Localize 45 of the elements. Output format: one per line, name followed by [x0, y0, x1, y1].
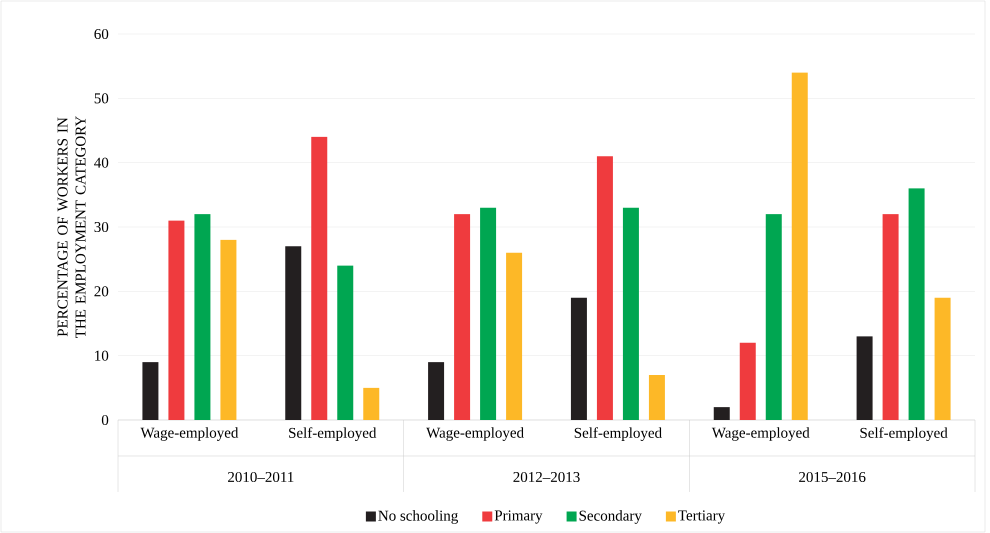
bar [337, 266, 354, 420]
bar [285, 246, 302, 420]
bar [363, 388, 380, 420]
bar [220, 240, 236, 420]
text: 2010–2011 [228, 472, 294, 482]
bar [570, 298, 587, 420]
bar [934, 298, 951, 420]
bar [856, 336, 873, 420]
legend-label: Primary [494, 510, 543, 524]
bar [480, 208, 496, 420]
y-tick-label: 50 [94, 93, 108, 104]
y-tick-label: 10 [95, 350, 108, 361]
x-tick-label: Wage-employed [712, 427, 810, 441]
x-tick-label: Self-employed [574, 427, 662, 441]
y-tick-label: 40 [94, 158, 108, 168]
bar [792, 72, 808, 420]
text: 2012–2013 [513, 472, 580, 482]
y-axis-title: PERCENTAGE OF WORKERS IN THE EMPLOYMENT CATEGORY [58, 116, 86, 338]
x-tick-label: Self-employed [289, 427, 376, 441]
bar [506, 252, 522, 420]
legend-label: Secondary [580, 510, 642, 524]
legend-label: No schooling [378, 510, 458, 524]
bar [622, 208, 639, 420]
bar [648, 374, 665, 420]
bar [454, 214, 470, 420]
bar [311, 136, 328, 420]
y-tick-label: 20 [94, 286, 108, 296]
x-tick-label: Self-employed [860, 427, 948, 441]
x-tick-label: Wage-employed [140, 427, 238, 441]
legend-label: Tertiary [678, 510, 726, 524]
y-tick-label: 60 [94, 28, 108, 40]
text: 2015–2016 [799, 472, 866, 482]
bar [142, 362, 158, 420]
bar [908, 188, 925, 420]
bar [194, 214, 210, 420]
bar [882, 214, 899, 420]
bar [766, 214, 782, 420]
bar [596, 156, 613, 420]
x-tick-label: Wage-employed [426, 427, 524, 441]
y-tick-label: 30 [94, 222, 108, 232]
y-tick-label: 0 [102, 414, 108, 426]
bar [714, 407, 730, 420]
bar [168, 220, 184, 420]
bar [428, 362, 444, 420]
bar [740, 342, 756, 420]
